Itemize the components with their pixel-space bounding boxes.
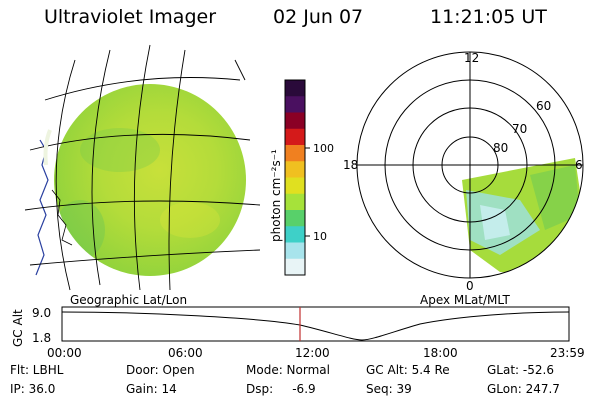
colorbar-cell	[285, 145, 305, 162]
mlt-label-6: 6	[575, 158, 583, 172]
mlt-label-18: 18	[343, 158, 358, 172]
colorbar-cell	[285, 226, 305, 243]
altitude-curve	[61, 311, 570, 341]
alt-tick-9: 9.0	[32, 306, 51, 320]
lat-label-80: 80	[493, 141, 508, 155]
earth-disk	[54, 84, 246, 276]
time-label: 11:21:05 UT	[430, 6, 547, 28]
instrument-title: Ultraviolet Imager	[44, 6, 217, 28]
status-door: Door: Open	[126, 363, 195, 377]
alt-tick-1.8: 1.8	[32, 331, 51, 345]
status-flt: Flt: LBHL	[10, 363, 64, 377]
status-gain: Gain: 14	[126, 382, 177, 396]
mlt-label-12: 12	[464, 51, 479, 65]
time-tick-2359: 23:59	[550, 346, 585, 360]
colorbar-cell	[285, 161, 305, 178]
status-seq: Seq: 39	[366, 382, 412, 396]
mlt-label-0: 0	[466, 279, 474, 293]
lat-label-60: 60	[536, 99, 551, 113]
status-dsp: Dsp: -6.9	[246, 382, 316, 396]
colorbar-cell	[285, 242, 305, 260]
colorbar-cell	[285, 258, 305, 276]
time-tick-0000: 00:00	[47, 346, 82, 360]
colorbar-tick-100: 100	[313, 142, 334, 155]
coastline	[51, 189, 73, 246]
date-label: 02 Jun 07	[273, 6, 364, 28]
status-gc-alt: GC Alt: 5.4 Re	[366, 363, 450, 377]
status-glat: GLat: -52.6	[487, 363, 554, 377]
geographic-caption: Geographic Lat/Lon	[70, 293, 188, 307]
colorbar-cell	[285, 128, 305, 146]
colorbar-cell	[285, 210, 305, 227]
apex-caption: Apex MLat/MLT	[420, 293, 510, 307]
lat-label-70: 70	[512, 122, 527, 136]
colorbar-cell	[285, 96, 305, 113]
status-glon: GLon: 247.7	[487, 382, 560, 396]
time-tick-1800: 18:00	[423, 346, 458, 360]
colorbar-cell	[285, 80, 305, 97]
colorbar-tick-10: 10	[313, 230, 327, 243]
colorbar-cell	[285, 177, 305, 195]
colorbar-cell	[285, 112, 305, 130]
alt-ylabel: GC Alt	[11, 309, 25, 347]
lat-lon-grid	[24, 44, 261, 291]
status-ip: IP: 36.0	[10, 382, 56, 396]
time-tick-0600: 06:00	[168, 346, 203, 360]
time-tick-1200: 12:00	[295, 346, 330, 360]
status-mode: Mode: Normal	[246, 363, 330, 377]
colorbar-label: photon cm⁻²s⁻¹	[269, 149, 283, 242]
colorbar-cell	[285, 193, 305, 211]
